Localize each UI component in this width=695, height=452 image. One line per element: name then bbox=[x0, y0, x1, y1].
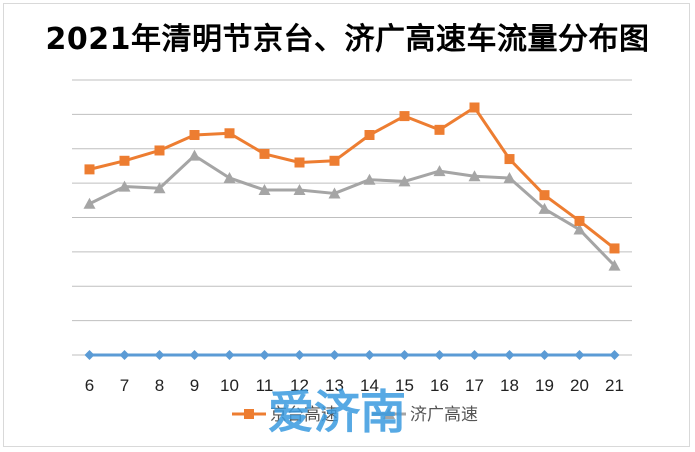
data-point bbox=[224, 128, 235, 139]
x-tick-label: 10 bbox=[220, 376, 239, 395]
series-line bbox=[88, 154, 616, 267]
data-point bbox=[328, 187, 341, 199]
x-tick-label: 14 bbox=[360, 376, 379, 395]
data-point bbox=[154, 350, 165, 360]
data-point bbox=[574, 350, 585, 360]
data-point bbox=[538, 202, 551, 214]
x-tick-label: 17 bbox=[465, 376, 484, 395]
legend-label: 京台高速 bbox=[270, 405, 338, 425]
data-point bbox=[609, 243, 620, 254]
x-tick-label: 11 bbox=[256, 376, 274, 395]
data-point bbox=[329, 350, 340, 360]
data-point bbox=[294, 157, 305, 168]
data-point bbox=[294, 350, 305, 360]
data-point bbox=[364, 350, 375, 360]
legend-label: 济广高速 bbox=[410, 405, 478, 425]
x-tick-label: 16 bbox=[430, 376, 449, 395]
gridlines bbox=[72, 79, 632, 356]
data-point bbox=[188, 149, 201, 161]
legend-marker bbox=[244, 409, 254, 419]
x-tick-label: 13 bbox=[325, 376, 344, 395]
data-point bbox=[83, 197, 96, 209]
data-point bbox=[469, 350, 480, 360]
data-point bbox=[433, 165, 446, 177]
chart-title: 2021年清明节京台、济广高速车流量分布图 bbox=[45, 22, 650, 57]
series-layer bbox=[83, 102, 621, 360]
data-point bbox=[398, 175, 411, 187]
data-point bbox=[189, 350, 200, 360]
data-point bbox=[504, 350, 515, 360]
data-point bbox=[609, 350, 620, 360]
x-tick-label: 18 bbox=[500, 376, 519, 395]
x-tick-label: 12 bbox=[290, 376, 309, 395]
x-tick-label: 21 bbox=[605, 376, 624, 395]
data-point bbox=[259, 350, 270, 360]
x-tick-label: 6 bbox=[85, 376, 94, 395]
data-point bbox=[503, 171, 516, 183]
x-tick-label: 20 bbox=[570, 376, 589, 395]
data-point bbox=[539, 350, 550, 360]
x-tick-label: 9 bbox=[190, 376, 199, 395]
data-point bbox=[118, 180, 131, 192]
data-point bbox=[399, 350, 410, 360]
data-point bbox=[84, 350, 95, 360]
x-tick-label: 19 bbox=[535, 376, 554, 395]
data-point bbox=[364, 130, 375, 140]
watermark-text: 爱济南 bbox=[268, 385, 406, 439]
x-tick-label: 15 bbox=[395, 376, 414, 395]
data-point bbox=[119, 155, 130, 166]
data-point bbox=[363, 173, 376, 185]
data-point bbox=[573, 223, 586, 235]
data-point bbox=[434, 350, 445, 360]
data-point bbox=[153, 182, 166, 194]
data-point bbox=[539, 190, 550, 201]
data-point bbox=[504, 154, 515, 165]
legend-marker bbox=[383, 408, 395, 419]
legend: 京台高速 济广高速 bbox=[232, 405, 478, 425]
x-tick-labels: 6 7 8 9 10 11 12 13 14 15 16 17 18 19 20 21 bbox=[85, 376, 624, 395]
data-point bbox=[469, 102, 480, 113]
data-point bbox=[84, 164, 95, 175]
data-point bbox=[258, 184, 271, 195]
data-point bbox=[259, 148, 270, 159]
data-point bbox=[154, 145, 165, 156]
data-point bbox=[293, 184, 306, 195]
x-tick-label: 8 bbox=[155, 376, 164, 395]
data-point bbox=[329, 155, 340, 166]
x-tick-label: 7 bbox=[120, 376, 129, 395]
data-point bbox=[574, 215, 585, 226]
data-point bbox=[119, 350, 130, 360]
series-line bbox=[89, 106, 616, 250]
data-point bbox=[608, 259, 621, 271]
data-point bbox=[399, 111, 410, 122]
data-point bbox=[223, 171, 236, 183]
data-point bbox=[189, 130, 200, 140]
data-point bbox=[224, 350, 235, 360]
data-point bbox=[434, 124, 445, 135]
data-point bbox=[468, 170, 481, 182]
